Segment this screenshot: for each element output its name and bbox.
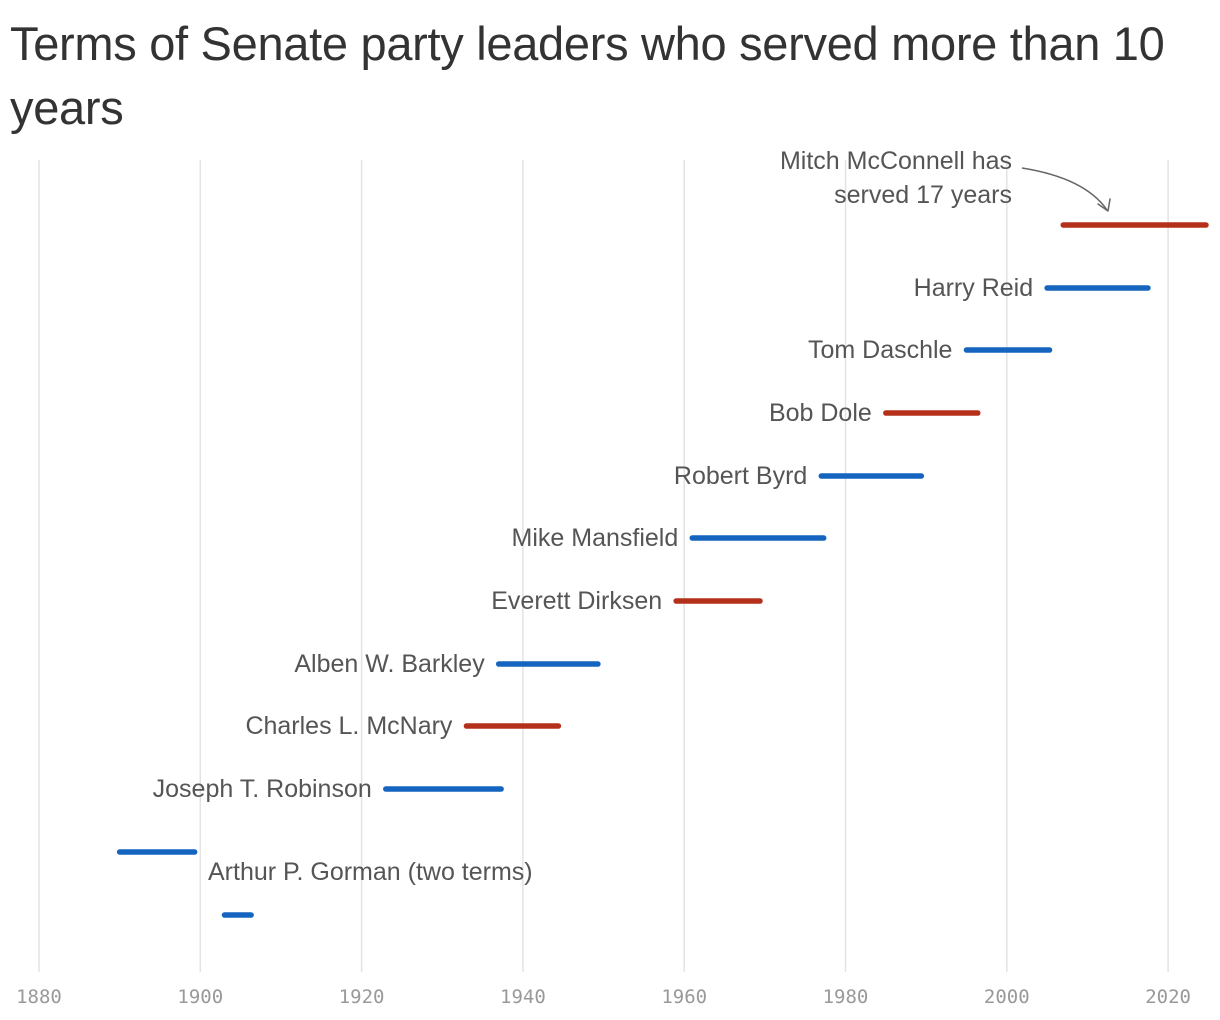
x-tick-label-2020: 2020 [1145, 986, 1191, 1008]
label-alben-w-barkley: Alben W. Barkley [294, 650, 485, 678]
annotation-arrow [1021, 167, 1108, 211]
x-axis: 1880 1900 1920 1940 1960 1980 2000 2020 [16, 986, 1191, 1008]
label-bob-dole: Bob Dole [769, 399, 872, 427]
x-tick-label-1980: 1980 [823, 986, 869, 1008]
leader-labels: Harry Reid Tom Daschle Bob Dole Robert Byrd… [153, 274, 1033, 886]
x-tick-label-2000: 2000 [984, 986, 1030, 1008]
mcconnell-annotation: Mitch McConnell has served 17 years [780, 147, 1111, 212]
term-bars [116, 222, 1209, 918]
label-joseph-t-robinson: Joseph T. Robinson [153, 775, 372, 803]
x-tick-label-1880: 1880 [16, 986, 62, 1008]
label-robert-byrd: Robert Byrd [674, 462, 807, 490]
annotation-arrowhead [1097, 198, 1111, 212]
annotation-line-2: served 17 years [834, 181, 1012, 209]
x-tick-label-1940: 1940 [500, 986, 546, 1008]
chart-title: Terms of Senate party leaders who served… [10, 17, 1165, 134]
label-tom-daschle: Tom Daschle [808, 336, 953, 364]
label-arthur-p-gorman-two-terms: Arthur P. Gorman (two terms) [208, 858, 533, 886]
x-tick-label-1920: 1920 [339, 986, 385, 1008]
label-harry-reid: Harry Reid [914, 274, 1033, 302]
label-mike-mansfield: Mike Mansfield [512, 524, 679, 552]
x-tick-label-1960: 1960 [661, 986, 707, 1008]
x-tick-label-1900: 1900 [177, 986, 223, 1008]
annotation-line-1: Mitch McConnell has [780, 147, 1012, 175]
grid-layer [38, 160, 1169, 972]
label-charles-l-mcnary: Charles L. McNary [245, 712, 452, 740]
label-everett-dirksen: Everett Dirksen [491, 587, 662, 615]
